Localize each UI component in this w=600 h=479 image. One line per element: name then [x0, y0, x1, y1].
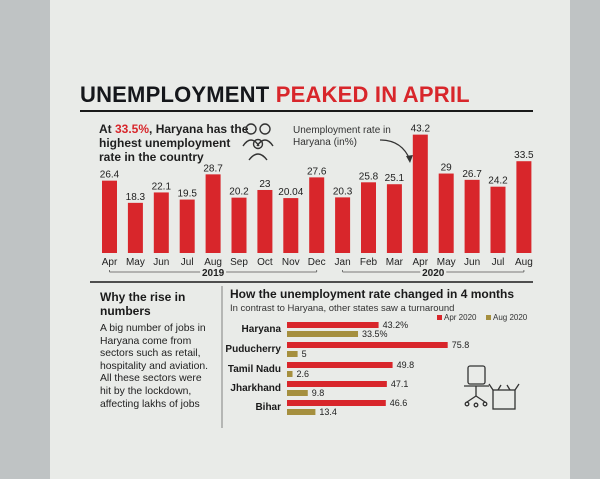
bar-aug-4 [205, 174, 221, 253]
bar-feb-10 [361, 182, 376, 253]
month-tick-label: Dec [308, 257, 326, 268]
bar-value-label: 18.3 [126, 192, 146, 203]
state-bar-value: 33.5% [362, 329, 388, 339]
bar-value-label: 19.5 [177, 189, 197, 200]
bar-value-label: 22.1 [152, 181, 172, 192]
bar-value-label: 23 [259, 179, 271, 190]
state-label: Bihar [255, 402, 281, 413]
bar-dec-8 [309, 177, 325, 253]
year-group-label: 2020 [422, 268, 445, 279]
state-bar-apr [287, 322, 379, 328]
state-bar-aug [287, 371, 293, 377]
legend-label: Aug 2020 [493, 313, 528, 322]
bar-mar-11 [386, 184, 402, 253]
bar-jul-15 [490, 186, 506, 253]
month-tick-label: Jun [153, 257, 169, 268]
month-tick-label: Oct [257, 257, 273, 268]
state-bar-aug [287, 409, 316, 415]
highlight-text: At 33.5%, Haryana has the highest unempl… [99, 122, 249, 164]
month-tick-label: Mar [386, 257, 404, 268]
month-tick-label: May [126, 257, 145, 268]
office-chair-box-icon [464, 365, 520, 410]
bar-value-label: 20.3 [333, 186, 353, 197]
month-tick-label: Sep [230, 257, 248, 268]
headline: UNEMPLOYMENT PEAKED IN APRIL [80, 82, 470, 107]
month-tick-label: Jul [181, 257, 194, 268]
bar-apr-0 [102, 180, 117, 253]
legend-swatch [437, 315, 442, 320]
legend-swatch [486, 315, 491, 320]
headline-rule [80, 110, 533, 112]
month-tick-label: Jan [335, 257, 351, 268]
bar-jun-2 [153, 192, 169, 253]
state-bar-value: 13.4 [319, 407, 337, 417]
state-bar-value: 75.8 [452, 340, 470, 350]
month-tick-label: Aug [515, 257, 533, 268]
month-tick-label: Feb [360, 257, 378, 268]
state-label: Puducherry [225, 344, 281, 355]
month-tick-label: May [437, 257, 456, 268]
state-bar-apr [287, 400, 386, 406]
bar-value-label: 43.2 [411, 124, 431, 135]
bar-jan-9 [335, 197, 351, 253]
bar-value-label: 29 [441, 163, 453, 174]
why-heading: Why the rise in numbers [100, 290, 186, 318]
bar-sep-5 [231, 197, 247, 253]
state-bar-value: 43.2% [383, 320, 409, 330]
state-bar-value: 46.6 [390, 398, 408, 408]
state-bar-chart: Haryana 43.2%33.5% Puducherry 75.8 5 Tamil Na… [225, 313, 527, 417]
bar-value-label: 27.6 [307, 166, 327, 177]
people-icon [242, 123, 274, 161]
state-bar-apr [287, 362, 393, 368]
bar-oct-6 [257, 189, 273, 253]
year-group-label: 2019 [202, 268, 225, 279]
bar-jul-3 [179, 199, 195, 253]
how-subtitle: In contrast to Haryana, other states saw… [230, 303, 455, 314]
state-label: Haryana [242, 324, 282, 335]
state-bar-value: 49.8 [397, 360, 415, 370]
month-tick-label: Jul [492, 257, 505, 268]
bar-may-1 [127, 202, 143, 253]
state-bar-aug [287, 331, 359, 337]
bar-aug-16 [516, 161, 532, 253]
bar-nov-7 [283, 198, 299, 253]
bar-value-label: 26.4 [100, 170, 120, 181]
month-tick-label: Aug [204, 257, 222, 268]
month-tick-label: Apr [413, 257, 429, 268]
bar-value-label: 24.2 [488, 176, 508, 187]
chart-note: Unemployment rate in Haryana (in%) [293, 125, 391, 148]
state-bar-value: 9.8 [312, 388, 325, 398]
arrow-icon [379, 139, 413, 163]
state-bar-value: 47.1 [391, 379, 409, 389]
state-bar-value: 5 [302, 349, 307, 359]
bar-jun-14 [464, 179, 480, 253]
state-label: Tamil Nadu [228, 364, 281, 375]
state-bar-aug [287, 351, 298, 357]
state-bar-value: 2.6 [297, 369, 310, 379]
bar-value-label: 33.5 [514, 150, 534, 161]
state-label: Jharkhand [230, 383, 281, 394]
state-bar-apr [287, 381, 387, 387]
monthly-bar-chart: 26.4 Apr 18.3 May 22.1 Jun 19.5 Jul 28.7 Aug 20.2 S… [100, 124, 534, 279]
why-body: A big number of jobs in Haryana come fro… [100, 323, 209, 410]
legend-label: Apr 2020 [444, 313, 477, 322]
bar-apr-12 [412, 134, 428, 253]
bar-value-label: 20.2 [229, 187, 249, 198]
bar-may-13 [438, 173, 454, 253]
bar-value-label: 20.04 [278, 187, 303, 198]
month-tick-label: Jun [464, 257, 480, 268]
month-tick-label: Nov [282, 257, 300, 268]
bar-value-label: 25.1 [385, 173, 405, 184]
month-tick-label: Apr [102, 257, 118, 268]
state-bar-apr [287, 342, 448, 348]
how-heading: How the unemployment rate changed in 4 m… [230, 287, 515, 301]
state-bar-aug [287, 390, 308, 396]
bar-value-label: 25.8 [359, 171, 379, 182]
bar-value-label: 26.7 [462, 169, 482, 180]
bar-value-label: 28.7 [203, 163, 223, 174]
